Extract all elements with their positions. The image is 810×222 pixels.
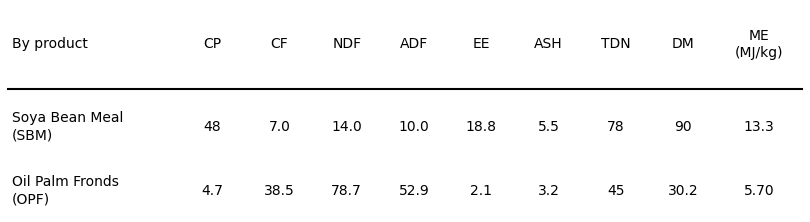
Text: Oil Palm Fronds
(OPF): Oil Palm Fronds (OPF)	[12, 175, 119, 206]
Text: NDF: NDF	[332, 37, 361, 52]
Text: 3.2: 3.2	[538, 184, 560, 198]
Text: 18.8: 18.8	[466, 119, 497, 134]
Text: TDN: TDN	[601, 37, 631, 52]
Text: By product: By product	[12, 37, 88, 52]
Text: CP: CP	[203, 37, 221, 52]
Text: DM: DM	[671, 37, 694, 52]
Text: CF: CF	[271, 37, 288, 52]
Text: 90: 90	[674, 119, 692, 134]
Text: 38.5: 38.5	[264, 184, 295, 198]
Text: ASH: ASH	[535, 37, 563, 52]
Text: 52.9: 52.9	[399, 184, 429, 198]
Text: 5.5: 5.5	[538, 119, 560, 134]
Text: 13.3: 13.3	[744, 119, 774, 134]
Text: 78.7: 78.7	[331, 184, 362, 198]
Text: 2.1: 2.1	[471, 184, 492, 198]
Text: 10.0: 10.0	[399, 119, 429, 134]
Text: 7.0: 7.0	[268, 119, 290, 134]
Text: EE: EE	[472, 37, 490, 52]
Text: 5.70: 5.70	[744, 184, 774, 198]
Text: 78: 78	[607, 119, 625, 134]
Text: 30.2: 30.2	[667, 184, 698, 198]
Text: ADF: ADF	[400, 37, 428, 52]
Text: 45: 45	[607, 184, 625, 198]
Text: 48: 48	[203, 119, 221, 134]
Text: ME
(MJ/kg): ME (MJ/kg)	[735, 29, 783, 60]
Text: Soya Bean Meal
(SBM): Soya Bean Meal (SBM)	[12, 111, 123, 142]
Text: 4.7: 4.7	[201, 184, 223, 198]
Text: 14.0: 14.0	[331, 119, 362, 134]
